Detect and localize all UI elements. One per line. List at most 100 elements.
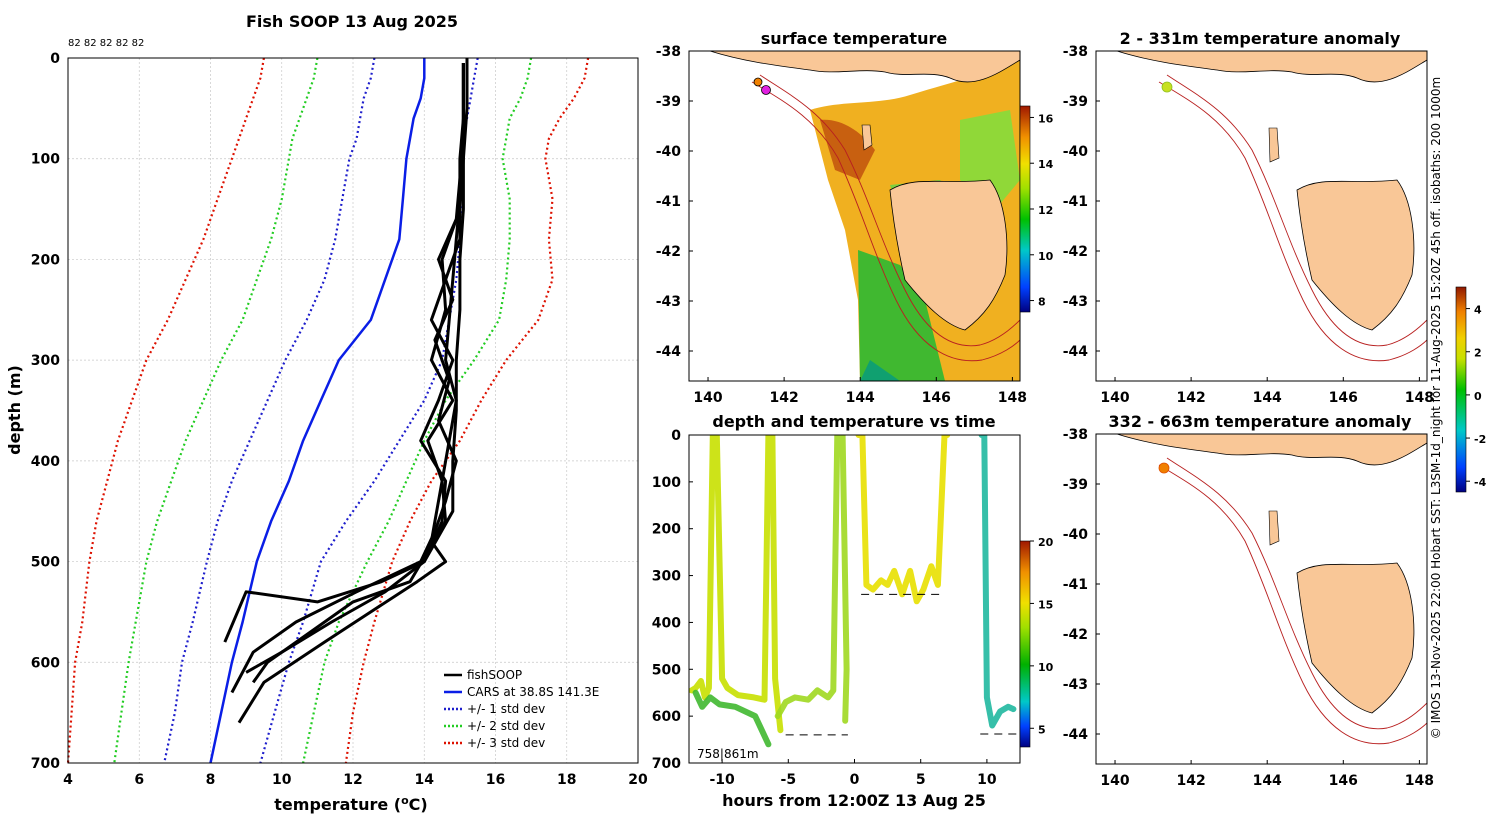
time-cbtick-label: 5 xyxy=(1038,723,1046,736)
legend-std1: +/- 1 std dev xyxy=(467,702,545,716)
anom-upper-isobath-1000 xyxy=(1158,81,1427,362)
anom-upper-ytick-label: -39 xyxy=(1063,94,1088,110)
profile-fishsoop-line xyxy=(230,63,465,694)
time-xtick-label: 10 xyxy=(977,772,997,788)
profile-std3-line xyxy=(66,57,265,764)
anom-lower-ytick-label: -43 xyxy=(1063,677,1088,693)
sst-colorbar-ticks: 16 14 12 10 8 xyxy=(1030,112,1054,309)
profile-fishsoop-line xyxy=(251,63,465,684)
time-xtick-label: 5 xyxy=(916,772,926,788)
anom-lower-ytick-label: -44 xyxy=(1063,727,1089,743)
time-ytick-label: 600 xyxy=(652,709,681,725)
sst-cbtick-label: 12 xyxy=(1038,204,1053,217)
profile-ylabel: depth (m) xyxy=(5,365,24,455)
sst-cbtick-label: 8 xyxy=(1038,296,1046,309)
sst-ticks: 140 142 144 146 148 -38 -39 -40 -41 -42 -43 -44 xyxy=(656,44,1027,406)
anom-lower-ytick-label: -38 xyxy=(1063,427,1088,443)
profile-xtick-label: 12 xyxy=(343,772,362,788)
sst-mainland xyxy=(709,51,1020,83)
time-tracks xyxy=(689,435,1017,748)
profile-xtick-label: 10 xyxy=(272,772,292,788)
legend-cars: CARS at 38.8S 141.3E xyxy=(467,685,599,699)
anom-cbtick-label: 0 xyxy=(1474,390,1482,403)
anom-upper-panel: 2 - 331m temperature anomaly 140 142 144 14… xyxy=(1063,29,1434,406)
anom-colorbar xyxy=(1455,286,1467,493)
anom-upper-xtick-label: 146 xyxy=(1329,390,1358,406)
time-ytick-label: 700 xyxy=(652,756,681,772)
anom-lower-xtick-label: 140 xyxy=(1100,773,1129,789)
profile-xtick-label: 16 xyxy=(486,772,505,788)
profile-x-ticks: 4 6 8 10 12 14 16 18 20 xyxy=(63,772,648,788)
profile-legend: fishSOOP CARS at 38.8S 141.3E +/- 1 std … xyxy=(444,668,599,750)
anom-lower-ytick-label: -41 xyxy=(1063,577,1088,593)
anom-upper-ticks: 140 142 144 146 148 -38 -39 -40 -41 -42 -43 -44 xyxy=(1063,44,1434,406)
anom-upper-profile-marker xyxy=(1161,81,1173,93)
profile-ytick-label: 200 xyxy=(31,252,60,268)
anom-upper-king-island xyxy=(1268,127,1280,163)
time-depth-track xyxy=(692,689,772,748)
sst-king-island xyxy=(861,124,873,151)
anom-upper-ytick-label: -41 xyxy=(1063,194,1088,210)
anom-cbtick-label: -4 xyxy=(1474,476,1487,489)
sst-xtick-label: 144 xyxy=(846,390,875,406)
anom-lower-mainland xyxy=(1116,434,1427,466)
profile-xtick-label: 20 xyxy=(628,772,648,788)
profile-ytick-label: 400 xyxy=(31,454,60,470)
profile-fishsoop-line xyxy=(245,58,469,674)
anom-upper-tasmania xyxy=(1296,179,1415,331)
time-depth-track xyxy=(855,435,951,605)
profile-xtick-label: 18 xyxy=(557,772,576,788)
anom-lower-map-body xyxy=(1096,434,1427,764)
sst-vessel-marker xyxy=(753,77,763,87)
anom-lower-title: 332 - 663m temperature anomaly xyxy=(1109,412,1412,431)
sst-xtick-label: 148 xyxy=(998,390,1027,406)
anom-lower-isobath-1000 xyxy=(1158,464,1427,745)
anom-lower-xtick-label: 146 xyxy=(1329,773,1358,789)
legend-std2: +/- 2 std dev xyxy=(467,719,545,733)
sst-xtick-label: 146 xyxy=(922,390,951,406)
profile-xtick-label: 14 xyxy=(415,772,435,788)
time-depth-track xyxy=(689,435,784,734)
anom-lower-ytick-label: -42 xyxy=(1063,627,1088,643)
time-cbtick-label: 15 xyxy=(1038,598,1053,611)
time-xlabel: hours from 12:00Z 13 Aug 25 xyxy=(722,791,986,810)
anom-lower-king-island xyxy=(1268,510,1280,546)
anom-upper-title: 2 - 331m temperature anomaly xyxy=(1120,29,1401,48)
anom-upper-mainland xyxy=(1116,51,1427,83)
sst-colorbar xyxy=(1019,105,1031,313)
time-ytick-label: 300 xyxy=(652,569,681,585)
profile-xtick-label: 8 xyxy=(206,772,216,788)
profile-y-ticks: 0 100 200 300 400 500 600 700 xyxy=(31,51,60,772)
time-xtick-label: -5 xyxy=(781,772,797,788)
anom-cbtick-label: -2 xyxy=(1474,433,1486,446)
sst-hot-patch xyxy=(820,119,875,180)
sst-ytick-label: -38 xyxy=(656,44,681,60)
profile-std2-line xyxy=(113,57,319,764)
profile-ytick-label: 600 xyxy=(31,655,60,671)
sst-ytick-label: -44 xyxy=(656,344,682,360)
profile-lines xyxy=(66,57,590,764)
time-title: depth and temperature vs time xyxy=(712,412,995,431)
profile-xtick-label: 4 xyxy=(63,772,73,788)
side-credit: © IMOS 13-Nov-2025 22:00 Hobart SST: L3S… xyxy=(1429,77,1443,739)
sst-map-panel: surface temperature 140 142 144 146 148-38-3… xyxy=(656,29,1054,406)
time-ytick-label: 500 xyxy=(652,662,681,678)
profile-ytick-label: 300 xyxy=(31,353,60,369)
anom-upper-isobath-200 xyxy=(1166,74,1427,347)
anom-upper-axes-frame xyxy=(1095,50,1428,382)
sst-profile-marker xyxy=(761,85,771,95)
anom-cbtick-label: 2 xyxy=(1474,347,1482,360)
sst-xtick-label: 140 xyxy=(693,390,722,406)
time-bottom-markers xyxy=(785,593,1018,736)
time-cbtick-label: 10 xyxy=(1038,661,1054,674)
anom-upper-xtick-label: 142 xyxy=(1176,390,1205,406)
sst-ytick-label: -41 xyxy=(656,194,681,210)
anom-upper-ytick-label: -42 xyxy=(1063,244,1088,260)
time-xtick-label: 0 xyxy=(850,772,860,788)
time-ytick-label: 100 xyxy=(652,475,681,491)
profile-fishsoop-line xyxy=(237,63,465,724)
time-panel: depth and temperature vs time -10 -5 0 5 100… xyxy=(652,412,1054,810)
time-annotation: 758|861m xyxy=(697,747,759,761)
anom-lower-panel: 332 - 663m temperature anomaly 140 142 144… xyxy=(1063,412,1434,789)
